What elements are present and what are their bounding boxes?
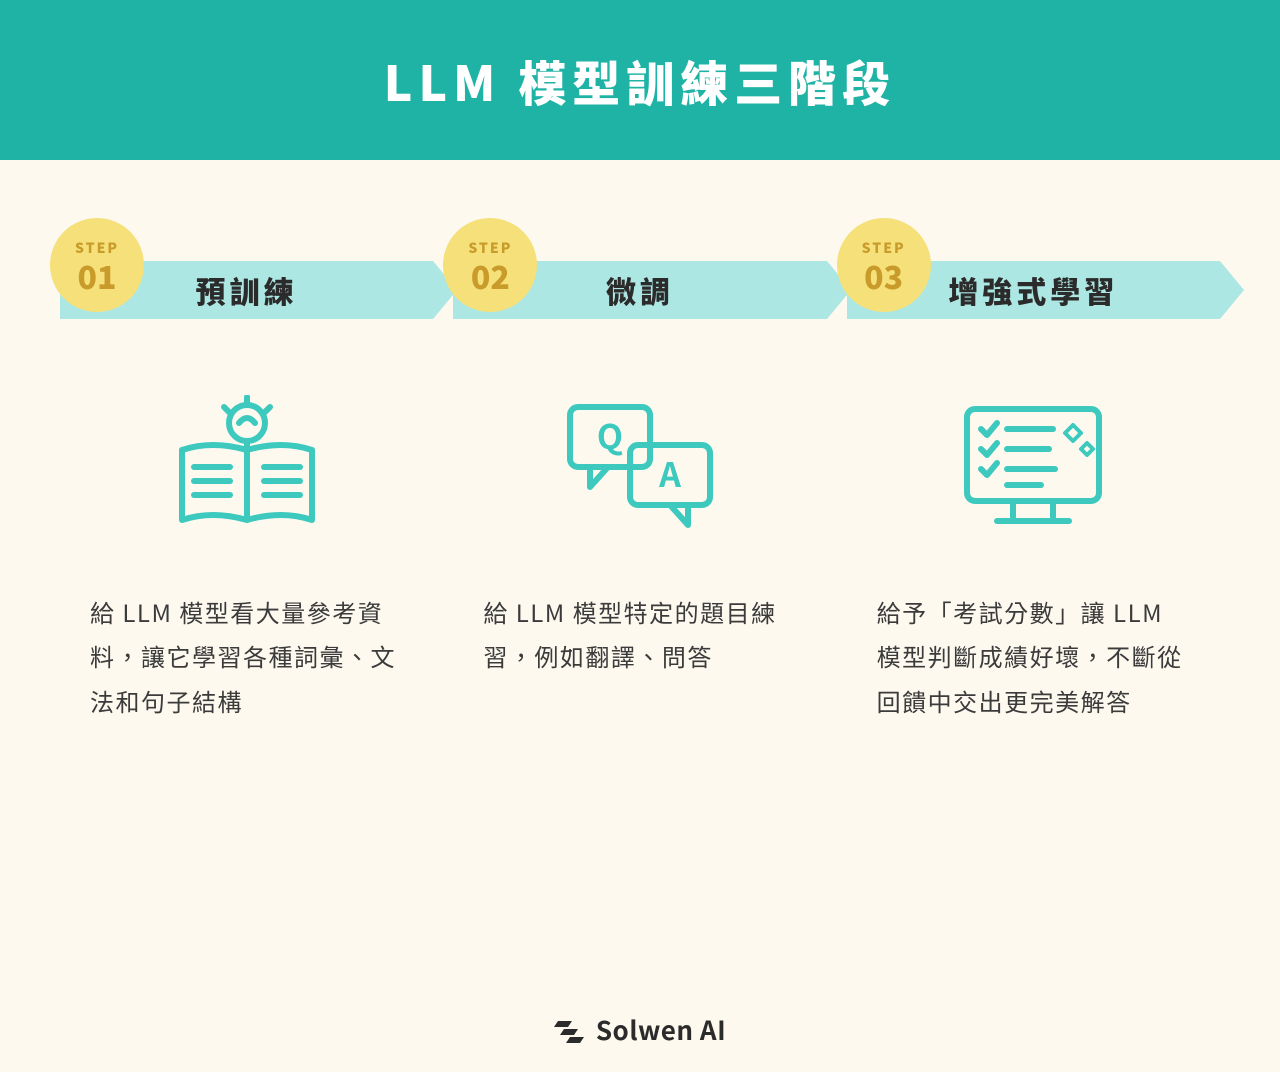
qa-bubbles-icon: Q A: [560, 395, 720, 535]
footer: Solwen AI: [0, 1011, 1280, 1048]
step-1-title: 預訓練: [196, 268, 298, 312]
step-1: STEP 01 預訓練: [60, 250, 433, 723]
step-2-desc: 給 LLM 模型特定的題目練習，例如翻譯、問答: [483, 590, 796, 679]
step-2-number: 02: [471, 260, 510, 292]
checklist-screen-icon: [953, 395, 1113, 535]
step-3-title: 增強式學習: [948, 268, 1118, 312]
header-title: LLM 模型訓練三階段: [384, 45, 897, 115]
svg-text:A: A: [658, 448, 681, 497]
step-3-desc: 給予「考試分數」讓 LLM 模型判斷成績好壞，不斷從回饋中交出更完美解答: [877, 590, 1190, 723]
svg-text:Q: Q: [597, 410, 623, 459]
steps-row: STEP 01 預訓練: [0, 160, 1280, 723]
step-1-number: 01: [78, 260, 117, 292]
step-3-icon-wrap: [847, 390, 1220, 540]
step-1-bar-wrap: STEP 01 預訓練: [60, 250, 433, 330]
step-1-icon-wrap: [60, 390, 433, 540]
step-3-number: 03: [864, 260, 903, 292]
step-3-bar-wrap: STEP 03 增強式學習: [847, 250, 1220, 330]
step-2-badge: STEP 02: [443, 218, 537, 312]
step-2-title: 微調: [606, 268, 674, 312]
step-1-desc: 給 LLM 模型看大量參考資料，讓它學習各種詞彙、文法和句子結構: [90, 590, 403, 723]
book-idea-icon: [172, 395, 322, 535]
step-1-badge: STEP 01: [50, 218, 144, 312]
header-banner: LLM 模型訓練三階段: [0, 0, 1280, 160]
step-3-badge: STEP 03: [837, 218, 931, 312]
footer-brand: Solwen AI: [596, 1011, 726, 1048]
solwen-logo-icon: [554, 1015, 584, 1045]
step-3: STEP 03 增強式學習: [847, 250, 1220, 723]
step-2: STEP 02 微調 Q A 給 LLM 模型特定的題目練習，例如翻譯、問答: [453, 250, 826, 723]
infographic-page: LLM 模型訓練三階段 STEP 01 預訓練: [0, 0, 1280, 1072]
step-2-icon-wrap: Q A: [453, 390, 826, 540]
step-2-bar-wrap: STEP 02 微調: [453, 250, 826, 330]
